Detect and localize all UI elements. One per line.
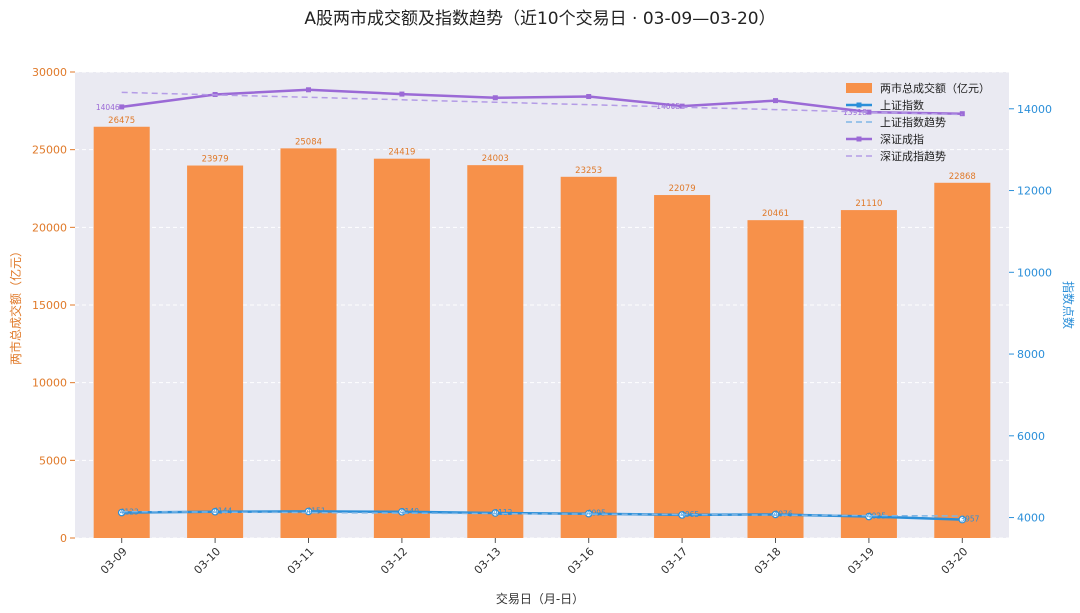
left-tick-label-5: 25000 [32, 144, 67, 157]
bar-label-2: 25084 [295, 137, 322, 147]
series-line-2 [121, 88, 963, 115]
bar-0 [93, 126, 150, 538]
x-axis-label: 交易日（月-日） [496, 591, 584, 606]
point-label-0-0: 4123 [120, 508, 139, 517]
bar-label-4: 24003 [482, 154, 509, 164]
x-tick-label-3: 03-12 [378, 545, 410, 577]
right-tick-label-1: 6000 [1017, 430, 1045, 443]
point-0-9 [958, 515, 967, 524]
point-2-2 [306, 87, 311, 93]
point-label-2-0: 14046 [96, 103, 120, 112]
legend-label-0: 两市总成交额（亿元） [880, 81, 990, 95]
bar-label-7: 20461 [762, 209, 789, 219]
x-tick-label-7: 03-18 [752, 545, 784, 577]
bar-5 [560, 176, 617, 538]
legend-label-1: 上证指数 [880, 98, 924, 112]
bar-label-5: 23253 [575, 166, 602, 176]
point-2-4 [492, 95, 498, 101]
right-tick-label-2: 8000 [1017, 348, 1045, 361]
bar-4 [467, 165, 524, 539]
point-label-2-6: 14065 [656, 102, 680, 111]
point-label-0-5: 4095 [587, 509, 606, 518]
point-label-0-3: 4140 [400, 507, 419, 516]
legend-swatch-0 [846, 83, 872, 93]
x-tick-label-2: 03-11 [285, 545, 317, 577]
bar-label-1: 23979 [202, 155, 229, 165]
point-label-0-1: 4144 [213, 507, 232, 516]
bar-label-8: 21110 [855, 199, 882, 209]
bar-3 [373, 158, 430, 538]
bar-series: 26475 23979 25084 24419 24003 23253 22079 20461… [93, 116, 991, 539]
x-tick-label-9: 03-20 [939, 545, 971, 577]
x-tick-label-0: 03-09 [98, 545, 130, 577]
point-label-0-2: 4151 [307, 506, 326, 515]
index-lines: 4123 4144 4151 4140 4112 4095 4065 4076 4025 3957… [96, 87, 980, 524]
left-axis-label: 两市总成交额（亿元） [8, 245, 23, 365]
trend-line-1 [121, 510, 963, 517]
right-tick-label-5: 14000 [1017, 103, 1052, 116]
left-tick-label-0: 0 [60, 532, 67, 545]
left-tick-label-1: 5000 [39, 454, 67, 467]
point-2-0 [119, 104, 125, 110]
point-label-0-6: 4065 [680, 510, 699, 519]
left-tick-label-6: 30000 [32, 66, 67, 79]
right-tick-label-4: 12000 [1017, 185, 1052, 198]
point-2-8 [866, 109, 872, 115]
bar-7 [747, 220, 804, 538]
point-label-0-9: 3957 [960, 515, 979, 524]
x-tick-label-6: 03-17 [658, 545, 690, 577]
left-tick-label-4: 20000 [32, 221, 67, 234]
point-label-2-8: 13918 [843, 108, 867, 117]
legend-label-4: 深证成指趋势 [880, 149, 946, 163]
legend-marker-3 [856, 136, 862, 142]
bar-label-9: 22868 [949, 172, 976, 182]
right-tick-label-3: 10000 [1017, 266, 1052, 279]
x-tick-label-4: 03-13 [472, 545, 504, 577]
chart-title: A股两市成交额及指数趋势（近10个交易日 · 03-09—03-20） [304, 9, 775, 29]
legend-label-2: 上证指数趋势 [880, 115, 946, 129]
left-tick-label-2: 10000 [32, 377, 67, 390]
point-2-3 [399, 91, 405, 97]
x-tick-label-1: 03-10 [191, 545, 223, 577]
bar-2 [280, 148, 337, 538]
point-label-0-4: 4112 [493, 508, 512, 517]
x-tick-label-5: 03-16 [565, 545, 597, 577]
bar-1 [187, 165, 244, 539]
right-tick-label-0: 4000 [1017, 512, 1045, 525]
point-2-9 [959, 111, 965, 117]
bar-6 [654, 195, 711, 538]
bar-9 [934, 182, 991, 538]
bar-label-3: 24419 [388, 148, 415, 158]
point-2-6 [679, 103, 685, 109]
right-axis-label: 指数点数 [1061, 281, 1076, 329]
bar-label-6: 22079 [669, 184, 696, 194]
bar-label-0: 26475 [108, 116, 135, 126]
point-label-0-7: 4076 [774, 509, 793, 518]
trend-line-3 [121, 91, 963, 116]
point-2-5 [586, 94, 592, 100]
bar-8 [840, 210, 897, 538]
point-2-7 [773, 98, 778, 104]
legend-label-3: 深证成指 [880, 132, 924, 146]
legend-marker-1 [856, 102, 862, 108]
x-tick-label-8: 03-19 [845, 545, 877, 577]
left-tick-label-3: 15000 [32, 299, 67, 312]
